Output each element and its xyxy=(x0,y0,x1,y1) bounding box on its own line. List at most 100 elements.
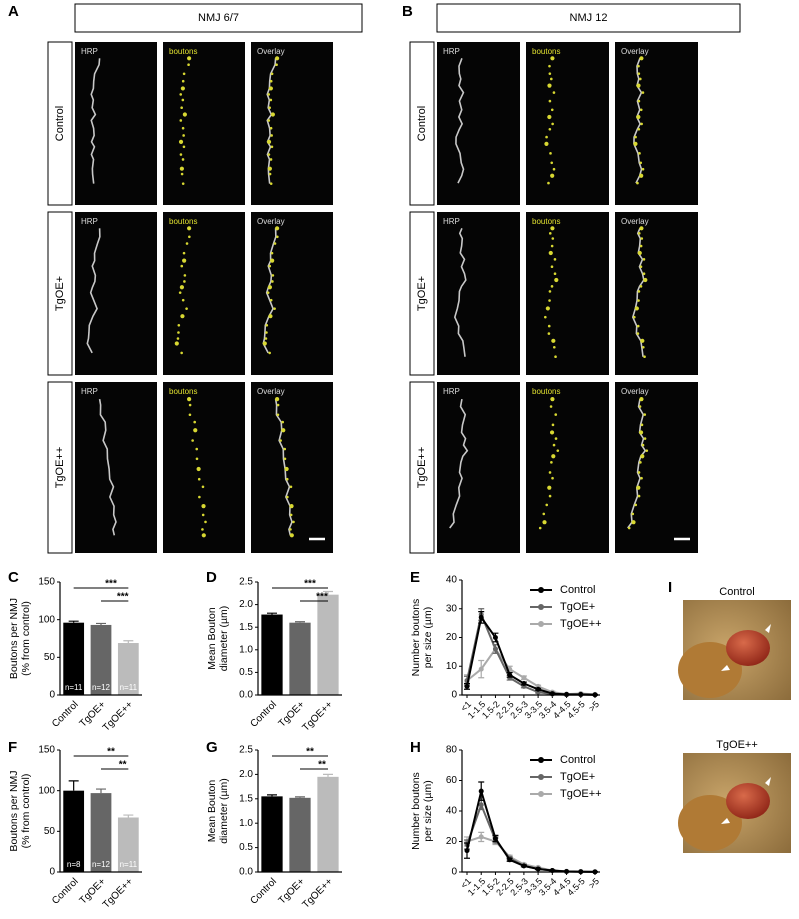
micrograph xyxy=(75,42,157,205)
bouton-dot xyxy=(548,471,552,474)
legend-marker xyxy=(538,757,544,763)
row-label-box xyxy=(47,211,73,376)
panel-letter: I xyxy=(668,579,672,596)
y-axis-label: Number boutons xyxy=(410,599,422,677)
bar xyxy=(90,793,112,872)
bouton-dot xyxy=(197,477,201,481)
column-label: HRP xyxy=(81,387,98,396)
significance-label: *** xyxy=(117,592,129,603)
arrowhead xyxy=(765,624,771,633)
micrograph xyxy=(526,382,609,553)
error-bar xyxy=(96,622,106,625)
column-label: Overlay xyxy=(257,387,285,396)
bar xyxy=(117,643,139,695)
bouton-dot xyxy=(286,495,289,499)
y-tick-label: 2.5 xyxy=(239,577,253,588)
bouton-dot xyxy=(538,526,542,530)
legend-marker xyxy=(538,604,544,610)
bouton-dot xyxy=(180,106,183,110)
legend-marker xyxy=(538,621,544,627)
bouton-dot xyxy=(637,64,640,68)
bouton-dot xyxy=(275,56,280,61)
bouton-dot xyxy=(552,443,556,447)
axis xyxy=(461,580,600,696)
y-tick-label: 0 xyxy=(49,867,55,878)
bouton-dot xyxy=(639,161,643,165)
bouton-dot xyxy=(178,139,184,144)
bouton-dot xyxy=(627,526,631,530)
bouton-dot xyxy=(289,513,293,517)
bouton-dot xyxy=(634,503,638,507)
y-tick-label: 1.5 xyxy=(239,622,253,633)
bouton-dot xyxy=(556,449,560,452)
bouton-dot xyxy=(270,72,274,76)
panel-letter: G xyxy=(206,739,218,756)
bouton-dot xyxy=(551,122,554,126)
legend-label: Control xyxy=(560,754,595,766)
bouton-dot xyxy=(544,141,549,146)
row-label: Control xyxy=(54,106,66,141)
bouton-dot xyxy=(268,351,271,355)
bouton-dot xyxy=(191,439,194,442)
neurite xyxy=(631,227,645,357)
bouton-dot xyxy=(181,298,185,302)
bouton-dot xyxy=(187,397,192,402)
bouton-dot xyxy=(639,226,644,231)
bouton-dot xyxy=(270,112,275,117)
significance-label: ** xyxy=(107,747,115,758)
bouton-dot xyxy=(548,64,551,68)
bouton-dot xyxy=(188,413,192,417)
bouton-dot xyxy=(548,127,552,131)
y-axis-label: Boutons per NMJ xyxy=(8,598,20,679)
bouton-dot xyxy=(198,495,201,499)
significance-label: *** xyxy=(105,579,117,590)
bouton-dot xyxy=(181,79,185,83)
micrograph xyxy=(615,212,698,375)
micrograph xyxy=(251,382,333,553)
y-tick-label: 60 xyxy=(446,775,458,786)
bouton-dot xyxy=(637,494,641,498)
bouton-dot xyxy=(269,298,273,302)
bouton-dot xyxy=(269,79,273,83)
bouton-dot xyxy=(181,126,185,130)
bouton-dot xyxy=(641,167,645,171)
bouton-dot xyxy=(281,420,285,424)
x-tick-label: >5 xyxy=(587,699,601,713)
column-label: Overlay xyxy=(621,47,649,56)
bouton-dot xyxy=(544,315,547,319)
point xyxy=(478,834,484,840)
bouton-dot xyxy=(180,172,184,176)
bouton-dot xyxy=(267,285,273,290)
bar-label: n=11 xyxy=(65,683,83,692)
fly-eye xyxy=(726,783,770,819)
bouton-dot xyxy=(639,244,643,248)
y-tick-label: 150 xyxy=(38,577,55,588)
bouton-dot xyxy=(634,306,639,311)
bar xyxy=(317,594,339,695)
bouton-dot xyxy=(550,397,555,402)
column-label: boutons xyxy=(169,387,197,396)
bouton-dot xyxy=(182,134,185,137)
bouton-dot xyxy=(180,264,184,268)
bouton-dot xyxy=(547,485,552,490)
axis xyxy=(59,750,142,873)
bouton-dot xyxy=(631,520,636,525)
bouton-dot xyxy=(551,338,556,343)
bouton-dot xyxy=(283,457,287,461)
point xyxy=(464,848,470,854)
bouton-dot xyxy=(545,135,548,139)
column-label: Overlay xyxy=(257,47,285,56)
column-label: Overlay xyxy=(621,217,649,226)
bouton-dot xyxy=(641,91,645,94)
x-tick-label: Control xyxy=(248,876,279,907)
bouton-dot xyxy=(183,274,187,277)
bouton-dot xyxy=(179,285,185,290)
column-label: boutons xyxy=(532,387,560,396)
bouton-dot xyxy=(179,153,183,156)
micrograph xyxy=(163,382,245,553)
bouton-dot xyxy=(548,290,552,293)
bouton-dot xyxy=(177,331,180,334)
micrograph xyxy=(437,382,520,553)
legend-label: Control xyxy=(560,584,595,596)
column-label: HRP xyxy=(81,217,98,226)
